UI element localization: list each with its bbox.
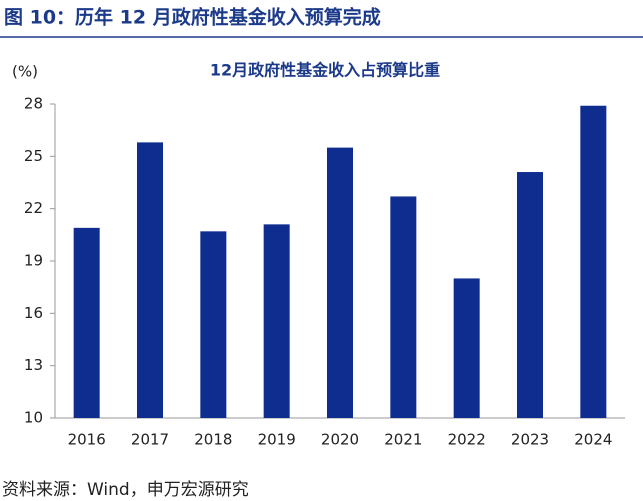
y-tick-label: 19 xyxy=(24,252,43,270)
y-tick-label: 28 xyxy=(24,95,43,113)
bar xyxy=(390,196,417,418)
y-tick-label: 22 xyxy=(24,199,43,217)
y-tick-label: 16 xyxy=(24,304,43,322)
bar xyxy=(137,142,163,418)
bar xyxy=(263,224,290,418)
x-tick-label: 2019 xyxy=(258,431,296,449)
source: 资料来源：Wind，申万宏源研究 xyxy=(2,480,249,500)
y-tick-label: 10 xyxy=(24,409,43,427)
bar xyxy=(580,105,607,418)
header: 图 10：历年 12 月政府性基金收入预算完成 xyxy=(4,6,381,29)
bar xyxy=(73,227,100,418)
y-axis-label: (%) xyxy=(12,63,38,81)
bar xyxy=(200,231,227,418)
x-tick-label: 2022 xyxy=(448,431,486,449)
x-tick-label: 2020 xyxy=(321,431,359,449)
x-tick-label: 2023 xyxy=(511,431,549,449)
y-tick-label: 25 xyxy=(24,147,43,165)
chart-title: 12月政府性基金收入占预算比重 xyxy=(210,61,440,80)
x-tick-label: 2018 xyxy=(194,431,232,449)
x-tick-label: 2016 xyxy=(68,431,106,449)
x-tick-label: 2021 xyxy=(384,431,422,449)
bar xyxy=(327,147,353,418)
bar xyxy=(453,278,480,418)
x-tick-label: 2024 xyxy=(574,431,612,449)
bar xyxy=(517,172,543,418)
x-tick-label: 2017 xyxy=(131,431,169,449)
y-tick-label: 13 xyxy=(24,356,43,374)
